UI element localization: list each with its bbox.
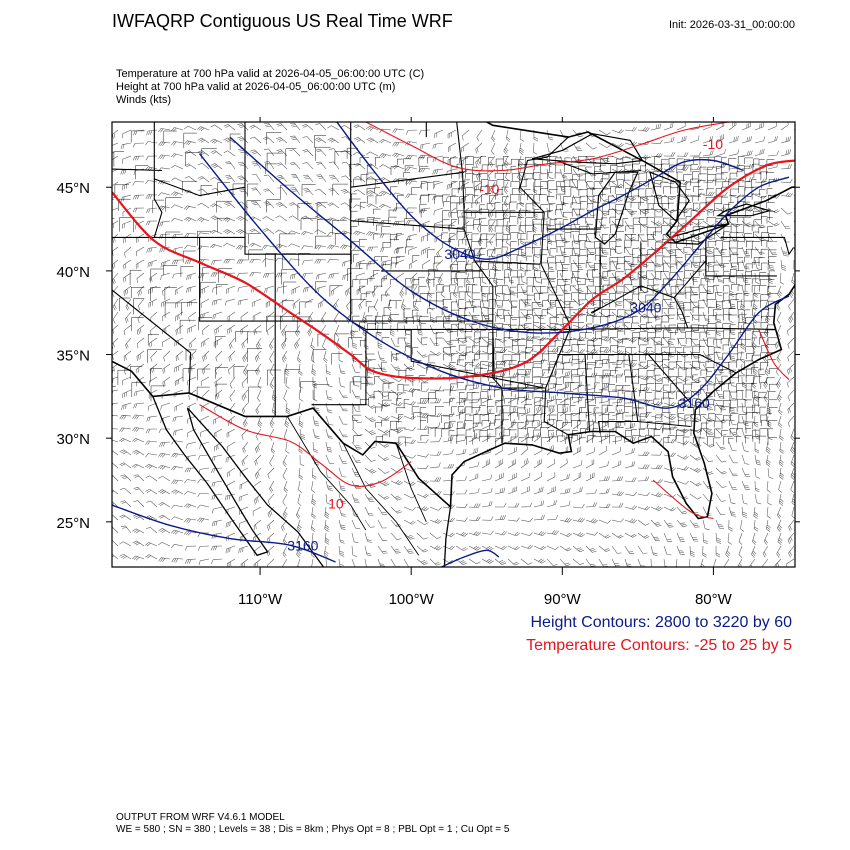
lon-tick-label: 80°W [695,591,733,608]
lat-tick-label: 45°N [56,180,90,197]
temperature-contours [112,122,795,520]
model-config-note: WE = 580 ; SN = 380 ; Levels = 38 ; Dis … [116,824,510,835]
chart-title: IWFAQRP Contiguous US Real Time WRF [112,11,453,31]
lat-tick-label: 40°N [56,264,90,281]
height-contour [112,504,336,563]
height-contour-label: 3040 [630,300,661,316]
lat-tick-label: 30°N [56,431,90,448]
height-contour-label: 3160 [679,395,710,411]
mexico-west-coastline [187,407,325,567]
geographic-boundaries [112,122,795,567]
temperature-contour [365,122,729,172]
temperature-contour-label: -10 [703,136,723,152]
lat-tick-label: 35°N [56,348,90,365]
mexico-gulf-coastline [443,506,452,567]
state-boundaries [112,122,794,444]
temperature-contour-label: 10 [328,495,344,511]
temperature-contour [758,329,790,380]
height-contours [112,122,790,567]
map-frame [111,121,796,568]
subtitle-winds: Winds (kts) [116,94,171,106]
model-output-note: OUTPUT FROM WRF V4.6.1 MODEL [116,812,285,823]
temperature-contour [112,159,795,380]
us-coastline-border [112,122,795,520]
height-contour-label: 3160 [287,537,318,553]
height-contour [441,549,500,567]
great-lake-outline [594,171,639,245]
mexico-state-boundaries [286,416,427,556]
lat-tick-label: 25°N [56,515,90,532]
height-contour-legend: Height Contours: 2800 to 3220 by 60 [530,614,792,631]
height-contour [229,136,790,334]
height-contour [335,122,744,260]
wind-barb-field [112,122,795,567]
wind-barbs [112,122,795,567]
subtitle-temperature: Temperature at 700 hPa valid at 2026-04-… [116,68,425,80]
temperature-contour-label: -10 [479,181,499,197]
height-contour-label: 3040 [444,246,475,262]
lon-tick-label: 100°W [389,591,435,608]
temperature-contour-legend: Temperature Contours: -25 to 25 by 5 [526,637,792,654]
height-contour [199,153,790,409]
temperature-contour [199,404,412,487]
axis-ticks: 110°W 100°W 90°W 80°W 45°N 40°N 35°N 30°N 25°N [56,117,800,608]
lon-tick-label: 90°W [544,591,582,608]
great-lake-outline [649,171,690,222]
lon-tick-label: 110°W [238,591,283,608]
contour-labels: 3040 3040 3160 3160 -10 -10 10 [287,136,723,554]
baja-coastline [152,396,269,557]
map-plot-area: 3040 3040 3160 3160 -10 -10 10 [112,122,795,567]
great-lake-outline [531,133,644,165]
temperature-contour [652,479,714,520]
init-time: Init: 2026-03-31_00:00:00 [669,19,795,31]
county-boundaries [112,130,778,447]
subtitle-height: Height at 700 hPa valid at 2026-04-05_06… [116,81,396,93]
